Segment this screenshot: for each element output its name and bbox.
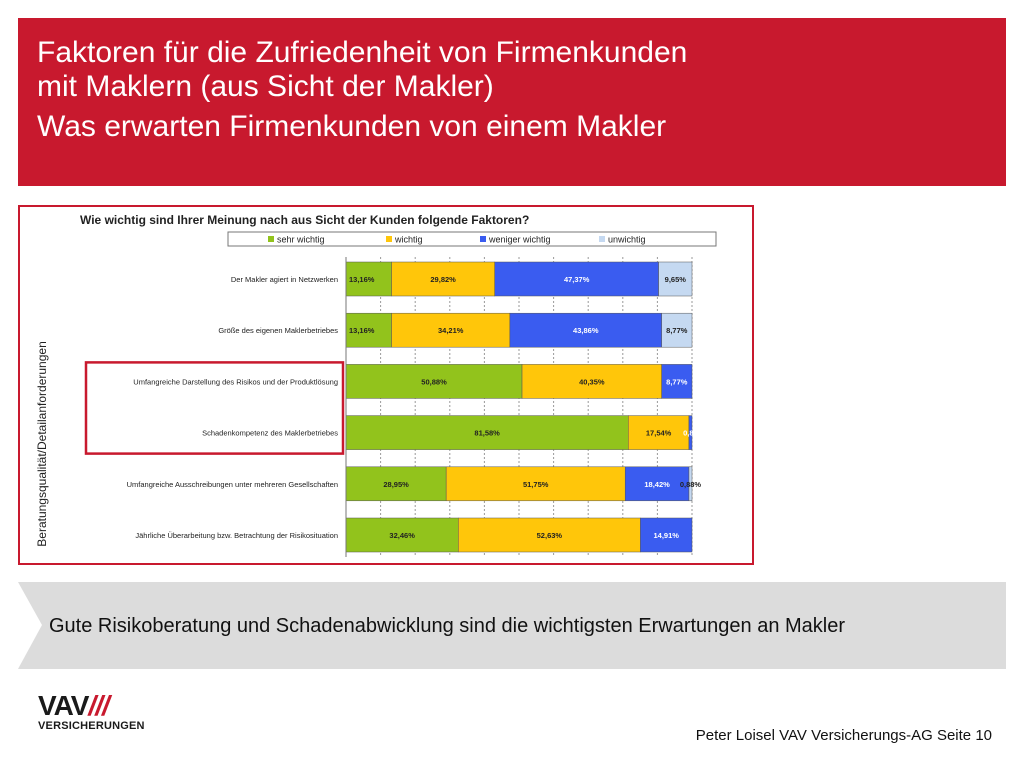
category-label-gr-e-des-eigenen-maklerbetriebes: Größe des eigenen Maklerbetriebes [218,326,338,335]
conclusion-text: Gute Risikoberatung und Schadenabwicklun… [49,615,846,637]
legend-label-sehr-wichtig: sehr wichtig [277,235,325,245]
data-label-unwichtig-1: 8,77% [666,326,688,335]
chevron-arrow-icon [18,582,42,669]
bar-wichtig-1 [391,312,511,348]
data-label-wichtig-5: 52,63% [537,531,563,540]
logo-slashes-icon: /// [88,690,109,721]
data-label-unwichtig-4: 0,88% [680,480,702,489]
bar-unwichtig-4 [688,466,693,502]
bar-sehr-wichtig-4 [345,466,447,502]
title-banner: Faktoren für die Zufriedenheit von Firme… [18,18,1006,186]
bar-unwichtig-0 [658,261,693,297]
data-label-weniger-wichtig-3: 0,88 [683,429,698,438]
bar-wichtig-2 [521,364,662,399]
category-label-umfangreiche-ausschreibungen-unter-mehreren-gesellschaften: Umfangreiche Ausschreibungen unter mehre… [127,480,338,489]
bar-weniger-wichtig-3 [688,415,693,450]
legend-swatch-sehr-wichtig [268,236,274,242]
bar-weniger-wichtig-2 [661,364,693,399]
category-label-der-makler-agiert-in-netzwerken: Der Makler agiert in Netzwerken [231,275,338,284]
data-label-sehr-wichtig-4: 28,95% [383,480,409,489]
bar-weniger-wichtig-0 [494,261,659,297]
legend-label-unwichtig: unwichtig [608,235,646,245]
conclusion-box: Gute Risikoberatung und Schadenabwicklun… [18,582,1006,669]
legend-swatch-wichtig [386,236,392,242]
bar-weniger-wichtig-5 [640,517,693,553]
highlight-box [84,361,345,455]
legend-label-weniger-wichtig: weniger wichtig [488,235,551,245]
category-label-umfangreiche-darstellung-des-risikos-und-der-produktl-sung: Umfangreiche Darstellung des Risikos und… [133,377,338,386]
data-label-sehr-wichtig-3: 81,58% [474,429,500,438]
logo-text: VAV [38,690,89,721]
data-label-weniger-wichtig-5: 14,91% [653,531,679,540]
bar-unwichtig-1 [661,312,693,348]
logo-subtitle: VERSICHERUNGEN [38,720,145,732]
legend-box [227,231,717,247]
category-label-j-hrliche-berarbeitung-bzw-betrachtung-der-risikosituation: Jährliche Überarbeitung bzw. Betrachtung… [135,531,338,540]
stacked-bar-chart: Wie wichtig sind Ihrer Meinung nach aus … [35,213,717,557]
bar-wichtig-4 [445,466,626,502]
data-label-sehr-wichtig-1: 13,16% [349,326,375,335]
bar-weniger-wichtig-1 [509,312,662,348]
vav-logo: VAV/// VERSICHERUNGEN [38,690,145,733]
data-label-sehr-wichtig-2: 50,88% [421,377,447,386]
data-label-wichtig-0: 29,82% [430,275,456,284]
bar-wichtig-5 [458,517,641,553]
bar-sehr-wichtig-2 [345,364,523,399]
category-label-schadenkompetenz-des-maklerbetriebes: Schadenkompetenz des Maklerbetriebes [202,429,338,438]
data-label-unwichtig-0: 9,65% [665,275,687,284]
data-label-weniger-wichtig-2: 8,77% [666,377,688,386]
slide-title-line2: mit Maklern (aus Sicht der Makler) [37,70,494,103]
slide-title-line1: Faktoren für die Zufriedenheit von Firme… [37,36,688,69]
bar-sehr-wichtig-1 [345,312,392,348]
data-label-sehr-wichtig-5: 32,46% [389,531,415,540]
bar-sehr-wichtig-3 [345,415,629,450]
legend-swatch-weniger-wichtig [480,236,486,242]
data-label-wichtig-2: 40,35% [579,377,605,386]
bar-weniger-wichtig-4 [624,466,690,502]
slide-subtitle: Was erwarten Firmenkunden von einem Makl… [37,110,667,143]
data-label-sehr-wichtig-0: 13,16% [349,275,375,284]
legend-label-wichtig: wichtig [394,235,423,245]
data-label-weniger-wichtig-0: 47,37% [564,275,590,284]
bar-wichtig-3 [628,415,690,450]
side-axis-label: Beratungsqualität/Detailanforderungen [35,341,49,546]
bar-sehr-wichtig-5 [345,517,459,553]
data-label-wichtig-1: 34,21% [438,326,464,335]
data-label-weniger-wichtig-4: 18,42% [644,480,670,489]
chart-frame: Wie wichtig sind Ihrer Meinung nach aus … [18,205,754,565]
chart-title: Wie wichtig sind Ihrer Meinung nach aus … [80,213,529,227]
data-label-wichtig-4: 51,75% [523,480,549,489]
legend-swatch-unwichtig [599,236,605,242]
footer-text: Peter Loisel VAV Versicherungs-AG Seite … [695,727,992,744]
data-label-weniger-wichtig-1: 43,86% [573,326,599,335]
data-label-wichtig-3: 17,54% [646,429,672,438]
